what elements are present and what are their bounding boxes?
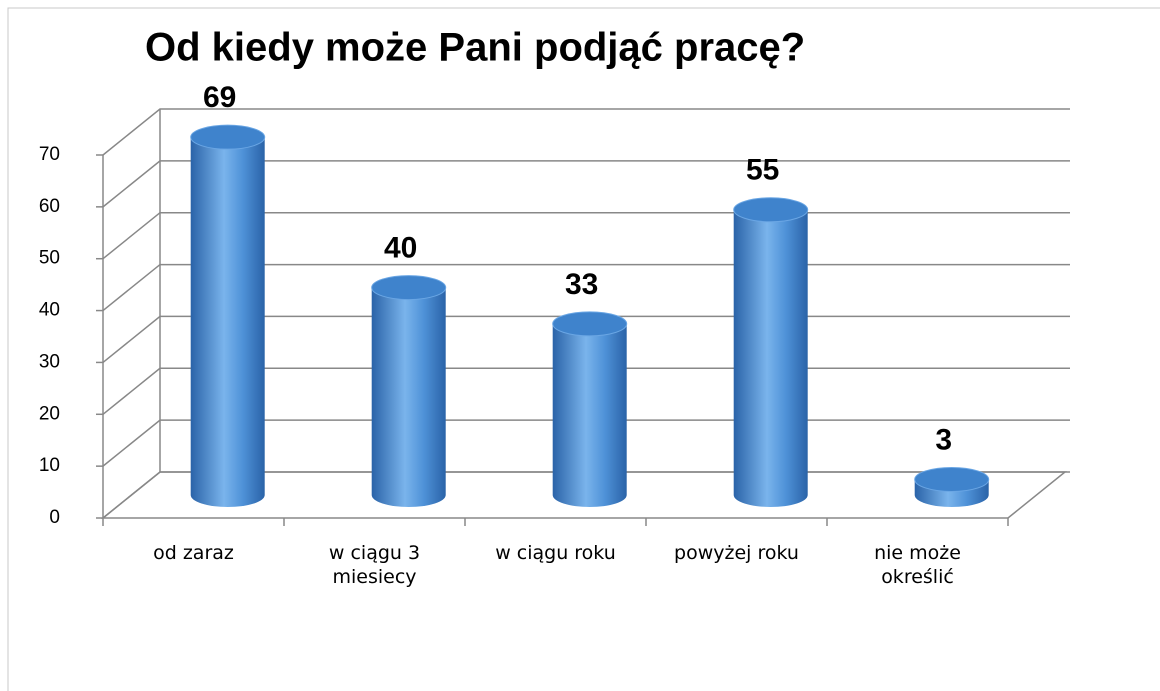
bar [733, 209, 808, 508]
bar-top [733, 197, 809, 223]
bar-top [914, 466, 990, 492]
y-tick-label: 10 [39, 455, 60, 476]
frame [7, 7, 1160, 691]
x-tick-label: nie może określić [874, 542, 961, 588]
bar [371, 287, 446, 507]
value-label: 3 [935, 423, 952, 456]
x-tick-label: powyżej roku [674, 542, 799, 564]
bar [190, 137, 265, 507]
bar [552, 323, 627, 507]
x-tick-label: w ciągu 3 miesiecy [328, 542, 421, 588]
y-tick-label: 60 [39, 196, 60, 217]
chart-title: Od kiedy może Pani podjąć pracę? [145, 26, 805, 70]
value-label: 55 [746, 154, 779, 187]
y-tick-label: 20 [39, 403, 60, 424]
x-tick-label: w ciągu roku [495, 542, 616, 564]
value-label: 40 [384, 231, 417, 264]
value-label: 33 [565, 268, 598, 301]
y-tick-label: 50 [39, 248, 60, 269]
bar-top [552, 311, 628, 337]
y-tick-label: 40 [39, 300, 60, 321]
grid-line [102, 108, 1070, 156]
y-tick-label: 70 [39, 144, 60, 165]
value-label: 69 [203, 81, 236, 114]
bar-top [190, 124, 266, 150]
grid-line [102, 160, 1070, 208]
bar-top [371, 275, 447, 301]
y-tick-label: 0 [49, 507, 60, 528]
x-tick-label: od zaraz [153, 542, 234, 564]
y-tick-label: 30 [39, 351, 60, 372]
